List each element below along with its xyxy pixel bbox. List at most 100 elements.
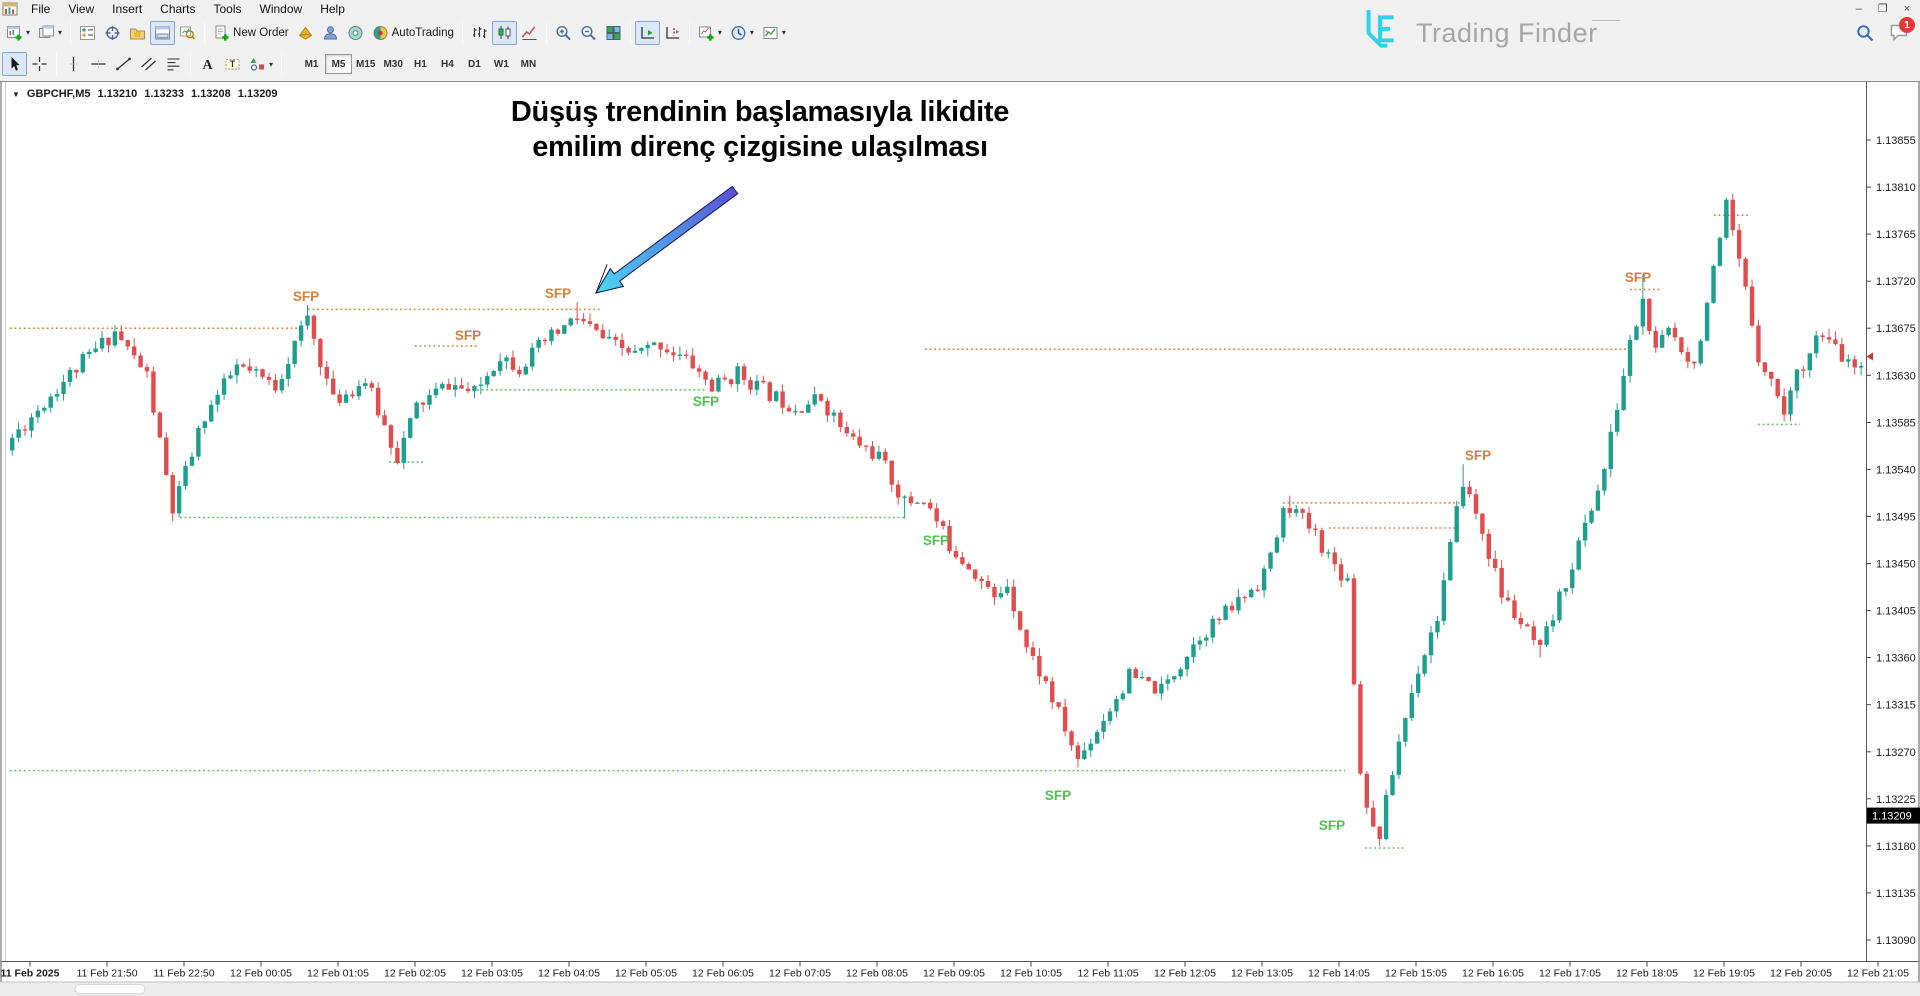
- candle: [1608, 431, 1613, 469]
- candle: [895, 484, 901, 498]
- new-order-button[interactable]: New Order: [209, 21, 293, 45]
- timeframe-m30[interactable]: M30: [383, 58, 403, 70]
- bar-chart-button[interactable]: [467, 21, 492, 45]
- terminal-icon: [154, 25, 171, 41]
- candle: [1512, 600, 1517, 618]
- candle: [947, 526, 952, 552]
- data-window-button[interactable]: [100, 21, 125, 45]
- menu-tools[interactable]: Tools: [213, 2, 242, 16]
- timeframe-h4[interactable]: H4: [441, 58, 454, 70]
- trendline-button[interactable]: [111, 52, 136, 76]
- menu-charts[interactable]: Charts: [160, 2, 196, 16]
- crosshair-button[interactable]: [27, 52, 52, 76]
- candle: [1422, 655, 1427, 674]
- h-scrollbar-thumb[interactable]: [74, 984, 146, 994]
- candle: [1351, 578, 1357, 685]
- chevron-down-icon[interactable]: ▾: [26, 28, 31, 37]
- timeframe-d1[interactable]: D1: [468, 58, 481, 70]
- candle: [1396, 741, 1402, 775]
- terminal-button[interactable]: [150, 20, 176, 45]
- candle: [1178, 669, 1183, 677]
- menu-help[interactable]: Help: [320, 2, 345, 16]
- fibonacci-button[interactable]: [161, 52, 186, 76]
- vertical-line-button[interactable]: [61, 52, 86, 76]
- chevron-down-icon[interactable]: ▾: [269, 59, 274, 69]
- candle: [1255, 589, 1260, 591]
- close-button[interactable]: ×: [1903, 2, 1910, 15]
- timeframe-m5[interactable]: M5: [325, 54, 353, 74]
- time-axis-label: 11 Feb 21:50: [76, 968, 137, 980]
- cursor-button[interactable]: [2, 52, 27, 76]
- chevron-down-icon[interactable]: ▾: [781, 28, 786, 37]
- minimize-button[interactable]: –: [1855, 2, 1862, 15]
- timeframe-m15[interactable]: M15: [356, 58, 376, 70]
- horizontal-line-button[interactable]: [86, 52, 111, 76]
- new-order-label: New Order: [233, 26, 289, 39]
- time-axis[interactable]: [0, 961, 1920, 982]
- indicators-button[interactable]: ▾: [694, 21, 726, 45]
- candle: [491, 371, 496, 377]
- chevron-down-icon[interactable]: ▾: [749, 28, 754, 37]
- text-label-button[interactable]: T: [220, 52, 245, 76]
- autotrading-button[interactable]: AutoTrading: [368, 21, 458, 45]
- candle: [1050, 681, 1055, 703]
- chart-shift-button[interactable]: [660, 21, 685, 45]
- time-axis-label: 12 Feb 13:05: [1231, 968, 1293, 980]
- navigator-button[interactable]: [125, 21, 150, 45]
- sfp-label: SFP: [545, 286, 571, 301]
- tile-windows-button[interactable]: [601, 21, 626, 45]
- market-button[interactable]: [343, 21, 368, 45]
- chart-collapse-icon[interactable]: ▼: [12, 89, 20, 99]
- chat-bubble-icon[interactable]: 1: [1889, 17, 1915, 47]
- price-axis-label: 1.13720: [1876, 276, 1916, 288]
- metaeditor-button[interactable]: [293, 21, 318, 45]
- zoom-out-button[interactable]: [576, 21, 601, 45]
- timeframe-w1[interactable]: W1: [493, 58, 509, 70]
- timeframe-h1[interactable]: H1: [414, 58, 427, 70]
- candlestick-chart-button[interactable]: [491, 20, 517, 45]
- periods-button[interactable]: ▾: [726, 21, 758, 45]
- toolbar-separator: [545, 21, 547, 44]
- menu-insert[interactable]: Insert: [112, 2, 143, 16]
- chart-title[interactable]: ▼ GBPCHF,M5 1.13210 1.13233 1.13208 1.13…: [12, 88, 278, 100]
- candle: [831, 412, 837, 416]
- chevron-down-icon[interactable]: ▾: [717, 28, 722, 37]
- equidistant-channel-button[interactable]: [136, 52, 161, 76]
- candle: [29, 417, 34, 431]
- menu-window[interactable]: Window: [259, 2, 303, 16]
- autotrading-icon: [372, 25, 389, 41]
- new-chart-button[interactable]: ▾: [2, 21, 34, 45]
- candle: [1544, 626, 1549, 645]
- menu-view[interactable]: View: [68, 2, 95, 16]
- search-icon[interactable]: [1856, 24, 1874, 47]
- arrows-button[interactable]: ▾: [245, 52, 277, 76]
- restore-button[interactable]: ❐: [1877, 2, 1888, 15]
- candle: [106, 337, 111, 346]
- zoom-in-button[interactable]: [551, 21, 576, 45]
- line-chart-button[interactable]: [517, 21, 542, 45]
- sfp-label: SFP: [1465, 448, 1491, 463]
- candle: [1460, 486, 1466, 507]
- community-button[interactable]: [318, 21, 343, 45]
- candle: [1454, 506, 1459, 542]
- candle: [1332, 552, 1337, 565]
- text-button[interactable]: A: [195, 52, 220, 76]
- strategy-tester-button[interactable]: [175, 21, 200, 45]
- templates-button[interactable]: ▾: [758, 21, 790, 45]
- candle: [356, 386, 362, 397]
- profiles-button[interactable]: ▾: [34, 21, 66, 45]
- market-watch-button[interactable]: [75, 21, 100, 45]
- timeframe-m1[interactable]: M1: [304, 58, 319, 70]
- menu-file[interactable]: File: [31, 2, 51, 16]
- candle: [677, 354, 683, 356]
- candle: [414, 402, 419, 419]
- candle: [786, 407, 792, 412]
- candle: [221, 378, 227, 395]
- candle: [838, 412, 843, 428]
- chevron-down-icon[interactable]: ▾: [58, 28, 63, 37]
- toolbar-separator: [629, 21, 631, 44]
- timeframe-mn[interactable]: MN: [520, 58, 537, 70]
- candle: [857, 436, 862, 446]
- auto-scroll-button[interactable]: [634, 20, 660, 45]
- candle: [773, 391, 779, 401]
